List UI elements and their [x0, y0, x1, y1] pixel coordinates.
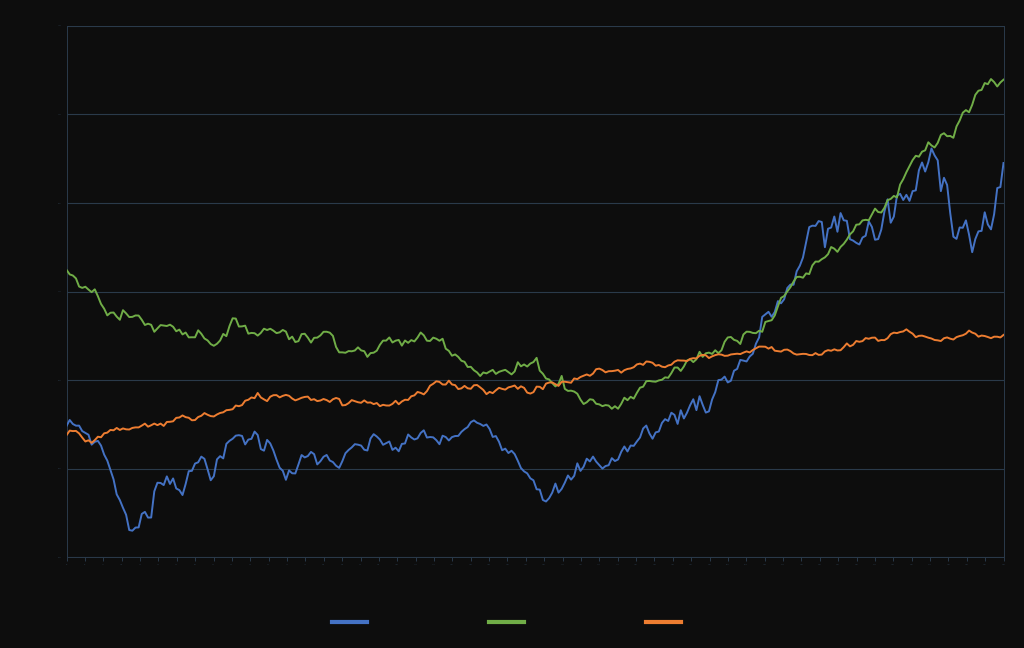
Legend: , , : , ,	[327, 610, 697, 634]
